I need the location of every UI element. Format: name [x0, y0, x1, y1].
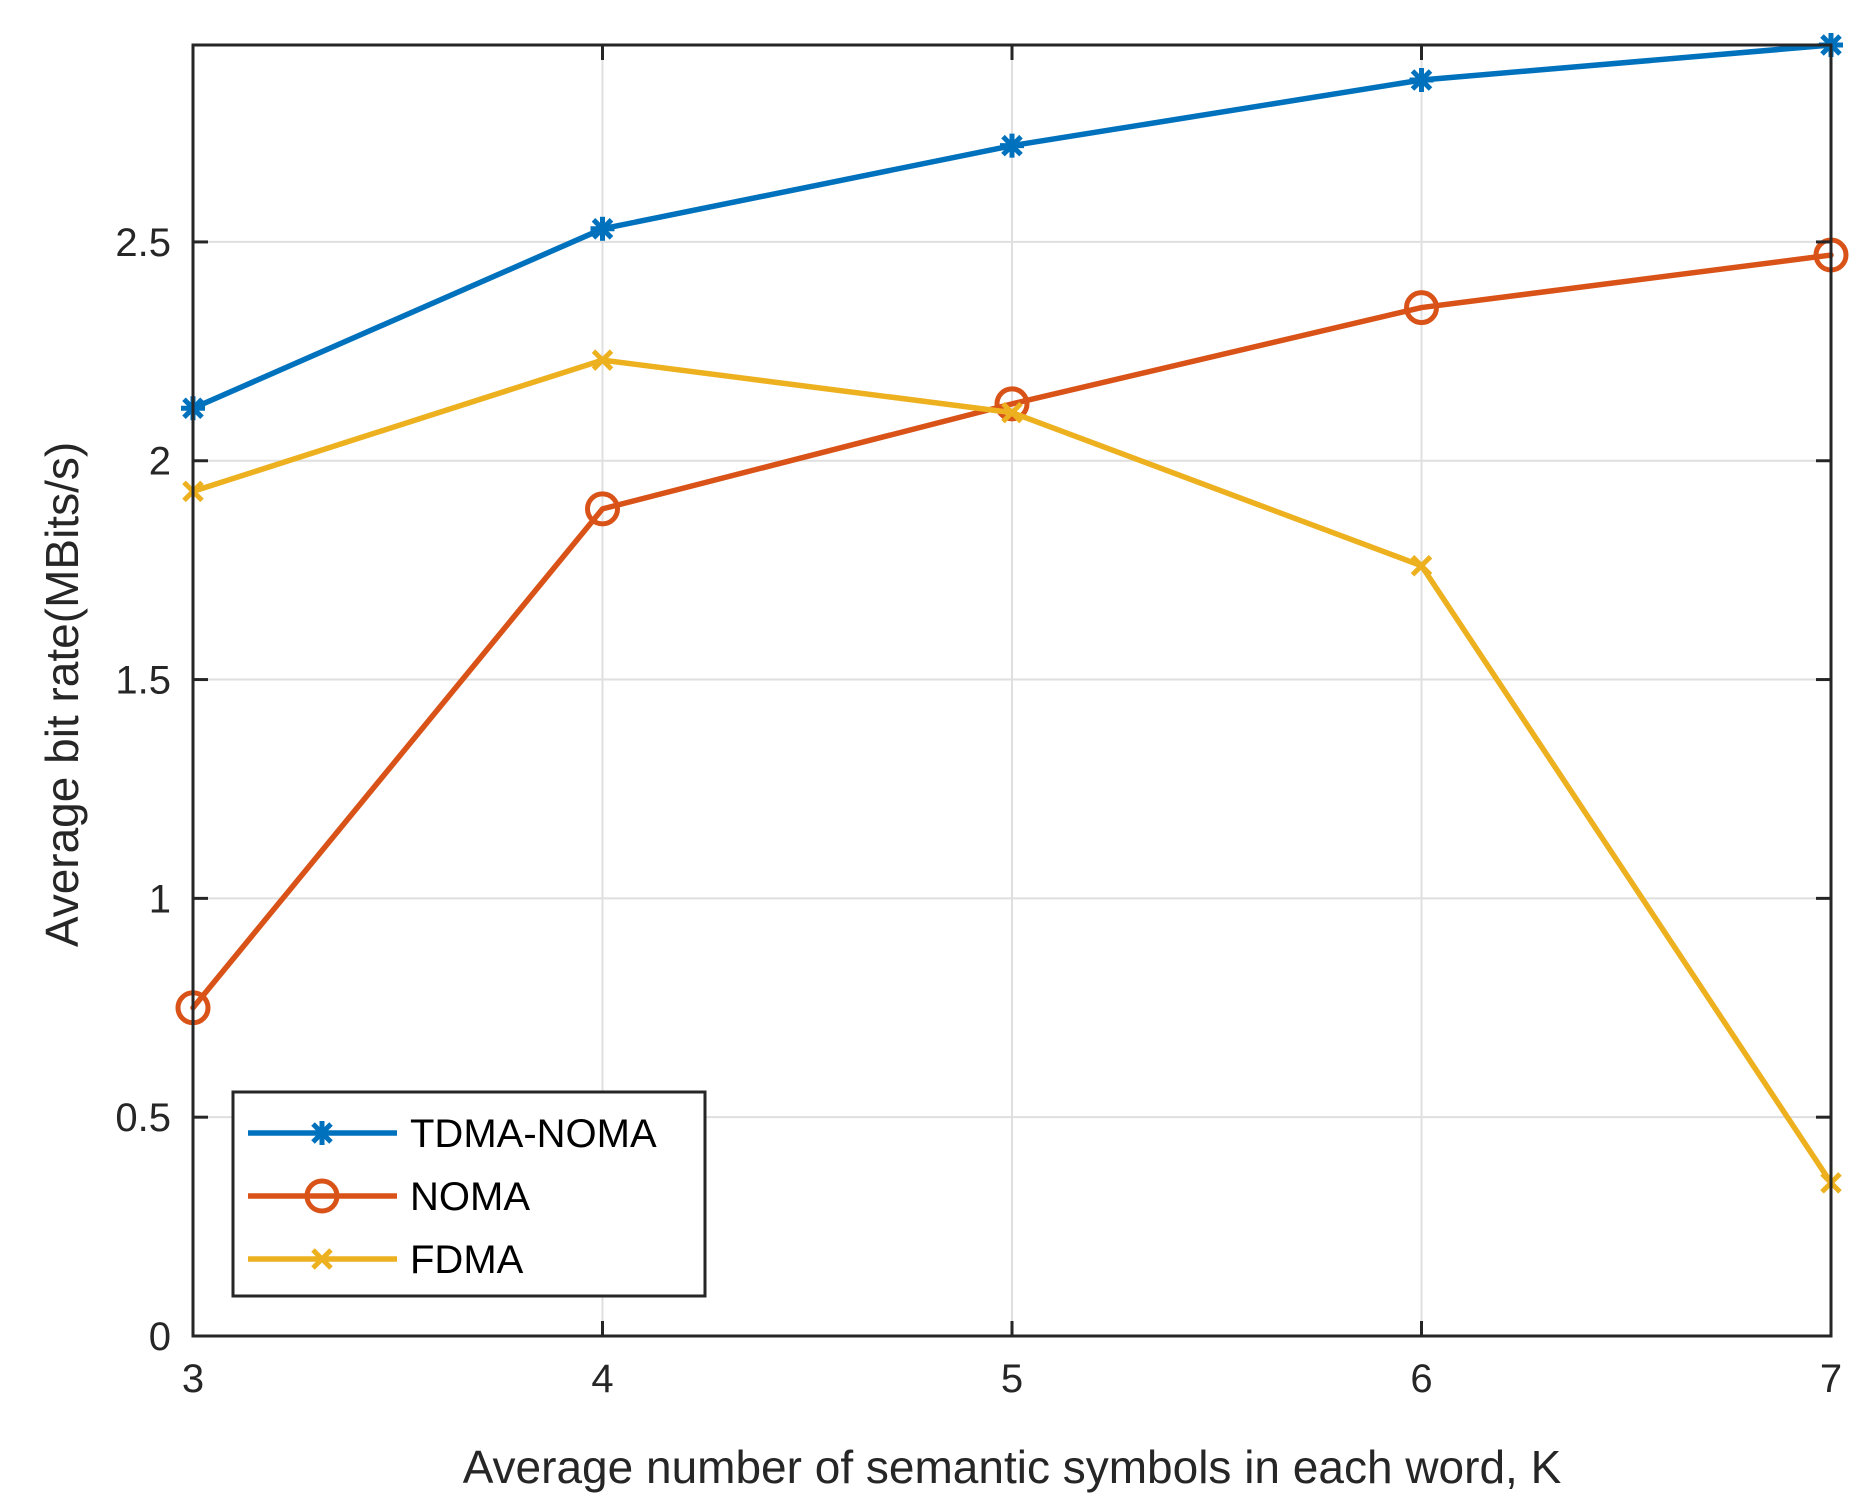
- legend-marker-noma: [304, 1178, 340, 1214]
- circle-mark: [585, 491, 620, 527]
- legend-label-tdma-noma: TDMA-NOMA: [410, 1112, 657, 1156]
- asterisk-stroke: [1001, 134, 1023, 157]
- data-point-tdma-noma: [1000, 133, 1024, 158]
- x-tick-label: 4: [591, 1357, 613, 1401]
- x-tick-label: 5: [1001, 1357, 1023, 1401]
- x-tick-label: 7: [1820, 1357, 1842, 1401]
- x-mark-stroke: [311, 1248, 333, 1270]
- data-point-fdma: [1001, 401, 1023, 424]
- x-tick-label: 6: [1410, 1357, 1432, 1401]
- x-axis-label: Average number of semantic symbols in ea…: [463, 1441, 1562, 1493]
- circle-mark: [994, 386, 1030, 422]
- series-layer: [175, 33, 1849, 1194]
- x-mark-stroke: [1410, 555, 1433, 577]
- legend-marker-fdma: [311, 1248, 333, 1270]
- data-point-tdma-noma: [590, 216, 615, 241]
- y-tick-label: 1: [149, 877, 171, 921]
- y-tick-label: 1.5: [115, 659, 171, 703]
- x-mark-stroke: [591, 349, 614, 371]
- x-mark-stroke: [1001, 401, 1023, 424]
- legend-item-fdma: FDMA: [248, 1238, 524, 1282]
- x-tick-label: 3: [182, 1357, 204, 1401]
- data-point-fdma: [1410, 555, 1433, 577]
- y-axis-label: Average bit rate(MBits/s): [36, 442, 88, 947]
- legend-marker-tdma-noma: [310, 1121, 334, 1145]
- data-point-noma: [994, 386, 1030, 422]
- legend-label-noma: NOMA: [410, 1175, 530, 1219]
- legend-item-noma: NOMA: [248, 1175, 530, 1219]
- tick-labels: 3 4 5 6 7 0 0.5 1 1.5 2 2.5: [115, 221, 1842, 1401]
- asterisk-stroke: [311, 1122, 333, 1144]
- circle-mark: [1404, 290, 1439, 326]
- y-tick-label: 0.5: [115, 1096, 171, 1140]
- asterisk-stroke: [591, 218, 614, 240]
- asterisk-stroke: [1410, 69, 1433, 91]
- circle-mark: [304, 1178, 340, 1214]
- data-point-fdma: [591, 349, 614, 371]
- legend-label-fdma: FDMA: [410, 1238, 524, 1282]
- data-point-tdma-noma: [1409, 68, 1434, 93]
- ticks: [191, 45, 1833, 1338]
- legend: TDMA-NOMA NOMA FDMA: [231, 1090, 707, 1298]
- data-point-noma: [1404, 290, 1439, 326]
- y-tick-label: 2.5: [115, 221, 171, 265]
- legend-item-tdma-noma: TDMA-NOMA: [248, 1112, 657, 1156]
- y-tick-label: 2: [149, 440, 171, 484]
- data-point-noma: [585, 491, 620, 527]
- y-tick-label: 0: [149, 1315, 171, 1359]
- series-line-noma: [190, 252, 1834, 1011]
- series-tdma-noma: [181, 33, 1843, 421]
